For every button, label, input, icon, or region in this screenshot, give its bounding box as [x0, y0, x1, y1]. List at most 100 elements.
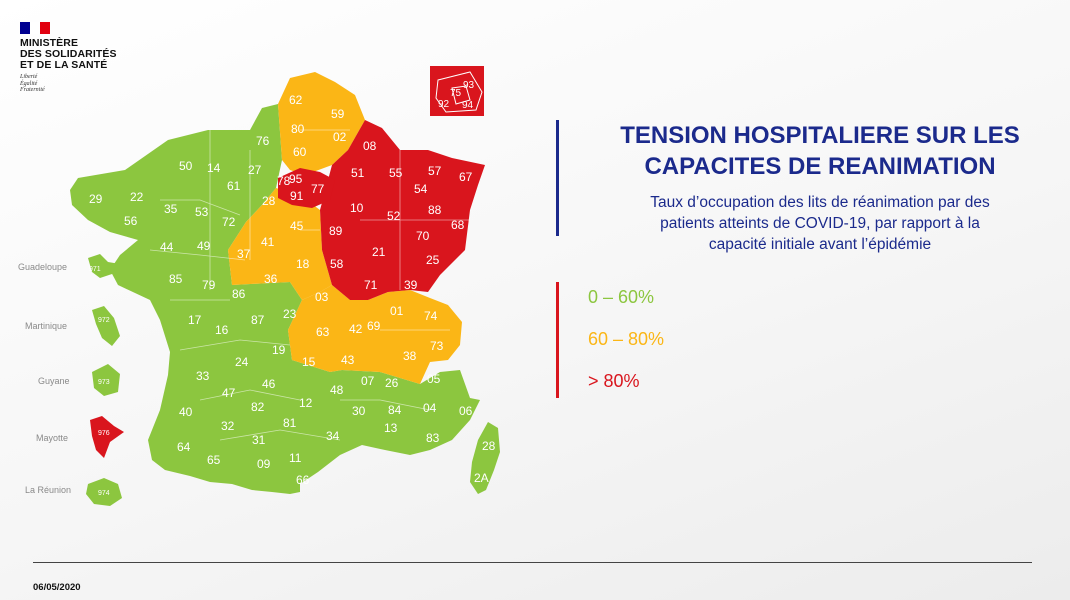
guyane-shape: [92, 364, 120, 396]
department-label: 12: [299, 396, 313, 410]
department-label: 44: [160, 240, 174, 254]
ministry-line: DES SOLIDARITÉS: [20, 48, 117, 60]
legend-item-red: > 80%: [588, 371, 640, 391]
department-label: 52: [387, 209, 401, 223]
paris-inset-label: 92: [438, 99, 450, 110]
department-label: 79: [202, 278, 216, 292]
department-label: 72: [222, 215, 236, 229]
overseas-name: Guadeloupe: [18, 262, 67, 272]
department-label: 08: [363, 139, 377, 153]
overseas-code: 974: [98, 490, 110, 497]
region-red-east: [320, 120, 485, 300]
department-label: 73: [430, 339, 444, 353]
department-label: 62: [289, 93, 303, 107]
department-label: 95: [289, 172, 303, 186]
department-label: 26: [385, 376, 399, 390]
region-orange-centre: [228, 188, 332, 300]
department-label: 36: [264, 272, 278, 286]
title-accent-bar: [556, 120, 559, 236]
subtitle-line: patients atteints de COVID-19, par rappo…: [660, 215, 980, 232]
guadeloupe-shape: [88, 254, 120, 278]
department-label: 23: [283, 307, 297, 321]
mayotte-shape: [90, 416, 124, 458]
department-label: 28: [262, 194, 276, 208]
overseas-territories: [86, 254, 124, 506]
department-label: 39: [404, 278, 418, 292]
department-label: 28: [482, 439, 496, 453]
department-labels: 62 59 80 02 60 08 51 55 57 54 67 77 78 9…: [18, 80, 496, 497]
flag-blue-stripe: [20, 22, 30, 34]
paris-inset-area: [430, 66, 484, 116]
department-label: 82: [251, 400, 265, 414]
publication-date: 06/05/2020: [33, 582, 81, 593]
department-label: 43: [341, 353, 355, 367]
department-label: 30: [352, 404, 366, 418]
paris-inset-label: 75: [450, 88, 462, 99]
ministry-name: MINISTÈRE DES SOLIDARITÉS ET DE LA SANTÉ: [20, 38, 117, 71]
department-label: 15: [302, 355, 316, 369]
department-label: 74: [424, 309, 438, 323]
overseas-name: Guyane: [38, 376, 70, 386]
french-flag-icon: [20, 22, 50, 34]
department-label: 53: [195, 205, 209, 219]
department-label: 54: [414, 182, 428, 196]
department-label: 50: [179, 159, 193, 173]
department-label: 24: [235, 355, 249, 369]
motto-line: Fraternité: [20, 87, 45, 93]
department-label: 16: [215, 323, 229, 337]
department-label: 31: [252, 433, 266, 447]
department-label: 66: [296, 473, 310, 487]
flag-white-stripe: [30, 22, 40, 34]
department-label: 47: [222, 386, 236, 400]
map-legend: 0 – 60% 60 – 80% > 80%: [588, 284, 664, 410]
department-label: 80: [291, 122, 305, 136]
department-label: 60: [293, 145, 307, 159]
department-label: 91: [290, 189, 304, 203]
title-line: TENSION HOSPITALIERE SUR LES: [620, 122, 1020, 149]
department-label: 83: [426, 431, 440, 445]
mainland-france: [70, 72, 500, 494]
department-label: 57: [428, 164, 442, 178]
region-green-west-south: [70, 104, 480, 494]
department-label: 68: [451, 218, 465, 232]
department-label: 07: [361, 374, 375, 388]
paris-inset: [430, 66, 484, 116]
overseas-name: La Réunion: [25, 485, 71, 495]
region-orange-north: [278, 72, 365, 175]
department-label: 46: [262, 377, 276, 391]
department-label: 78: [277, 174, 291, 188]
department-label: 21: [372, 245, 386, 259]
department-label: 48: [330, 383, 344, 397]
department-label: 17: [188, 313, 202, 327]
department-label: 11: [289, 451, 302, 465]
department-label: 61: [227, 179, 241, 193]
title-line: CAPACITES DE REANIMATION: [644, 153, 996, 180]
overseas-code: 976: [98, 430, 110, 437]
paris-inset-label: 94: [462, 100, 474, 111]
department-label: 89: [329, 224, 343, 238]
department-label: 32: [221, 419, 235, 433]
legend-item-green: 0 – 60%: [588, 287, 655, 307]
department-label: 04: [423, 401, 437, 415]
ministry-line: ET DE LA SANTÉ: [20, 59, 108, 71]
department-label: 58: [330, 257, 344, 271]
overseas-code: 972: [98, 317, 110, 324]
department-label: 77: [311, 182, 325, 196]
department-label: 65: [207, 453, 221, 467]
paris-inset-label: 93: [463, 80, 475, 91]
department-label: 59: [331, 107, 345, 121]
department-label: 64: [177, 440, 191, 454]
motto-line: Liberté: [20, 74, 38, 80]
department-label: 2A: [474, 471, 489, 485]
department-label: 19: [272, 343, 286, 357]
department-label: 37: [237, 247, 251, 261]
department-label: 51: [351, 166, 365, 180]
department-label: 81: [283, 416, 297, 430]
department-label: 63: [316, 325, 330, 339]
department-label: 06: [459, 404, 473, 418]
department-label: 42: [349, 322, 363, 336]
department-label: 88: [428, 203, 442, 217]
subtitle-line: Taux d’occupation des lits de réanimatio…: [650, 194, 990, 211]
department-label: 56: [124, 214, 138, 228]
department-label: 69: [367, 319, 381, 333]
